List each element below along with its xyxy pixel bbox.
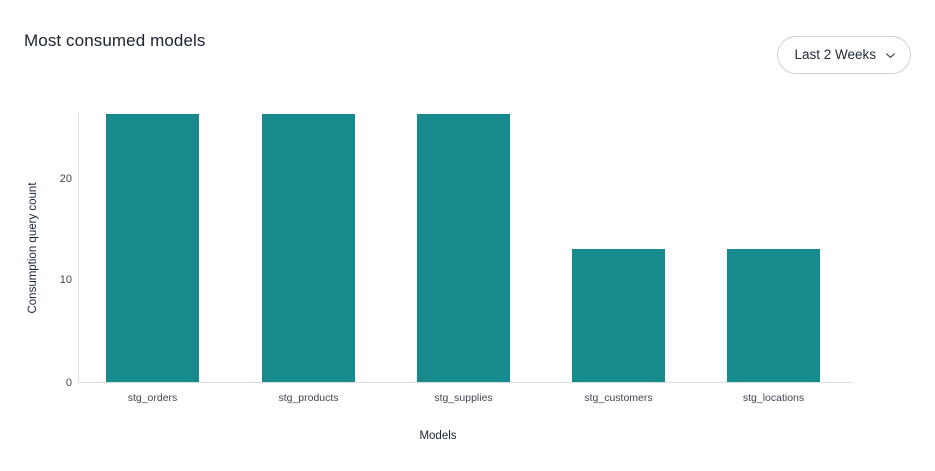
card-header: Most consumed models Last 2 Weeks bbox=[24, 28, 911, 74]
bar-stg-locations bbox=[727, 249, 820, 382]
bar-stg-orders bbox=[106, 114, 199, 382]
chevron-down-icon bbox=[885, 50, 896, 61]
y-tick-label: 0 bbox=[66, 377, 72, 389]
bar-stg-customers bbox=[572, 249, 665, 382]
y-axis-title: Consumption query count bbox=[27, 182, 39, 314]
x-tick-label: stg_products bbox=[278, 392, 338, 404]
bar-stg-supplies bbox=[417, 114, 510, 382]
x-tick-label: stg_supplies bbox=[434, 392, 492, 404]
bar-stg-products bbox=[262, 114, 355, 382]
time-range-dropdown[interactable]: Last 2 Weeks bbox=[777, 36, 911, 74]
time-range-value: Last 2 Weeks bbox=[794, 47, 876, 63]
x-axis-title: Models bbox=[419, 430, 456, 442]
x-tick-label: stg_locations bbox=[743, 392, 804, 404]
y-tick-label: 20 bbox=[60, 173, 72, 185]
x-tick-label: stg_orders bbox=[128, 392, 178, 404]
x-tick-label: stg_customers bbox=[584, 392, 652, 404]
page-title: Most consumed models bbox=[24, 31, 206, 50]
y-tick-label: 10 bbox=[60, 274, 72, 286]
